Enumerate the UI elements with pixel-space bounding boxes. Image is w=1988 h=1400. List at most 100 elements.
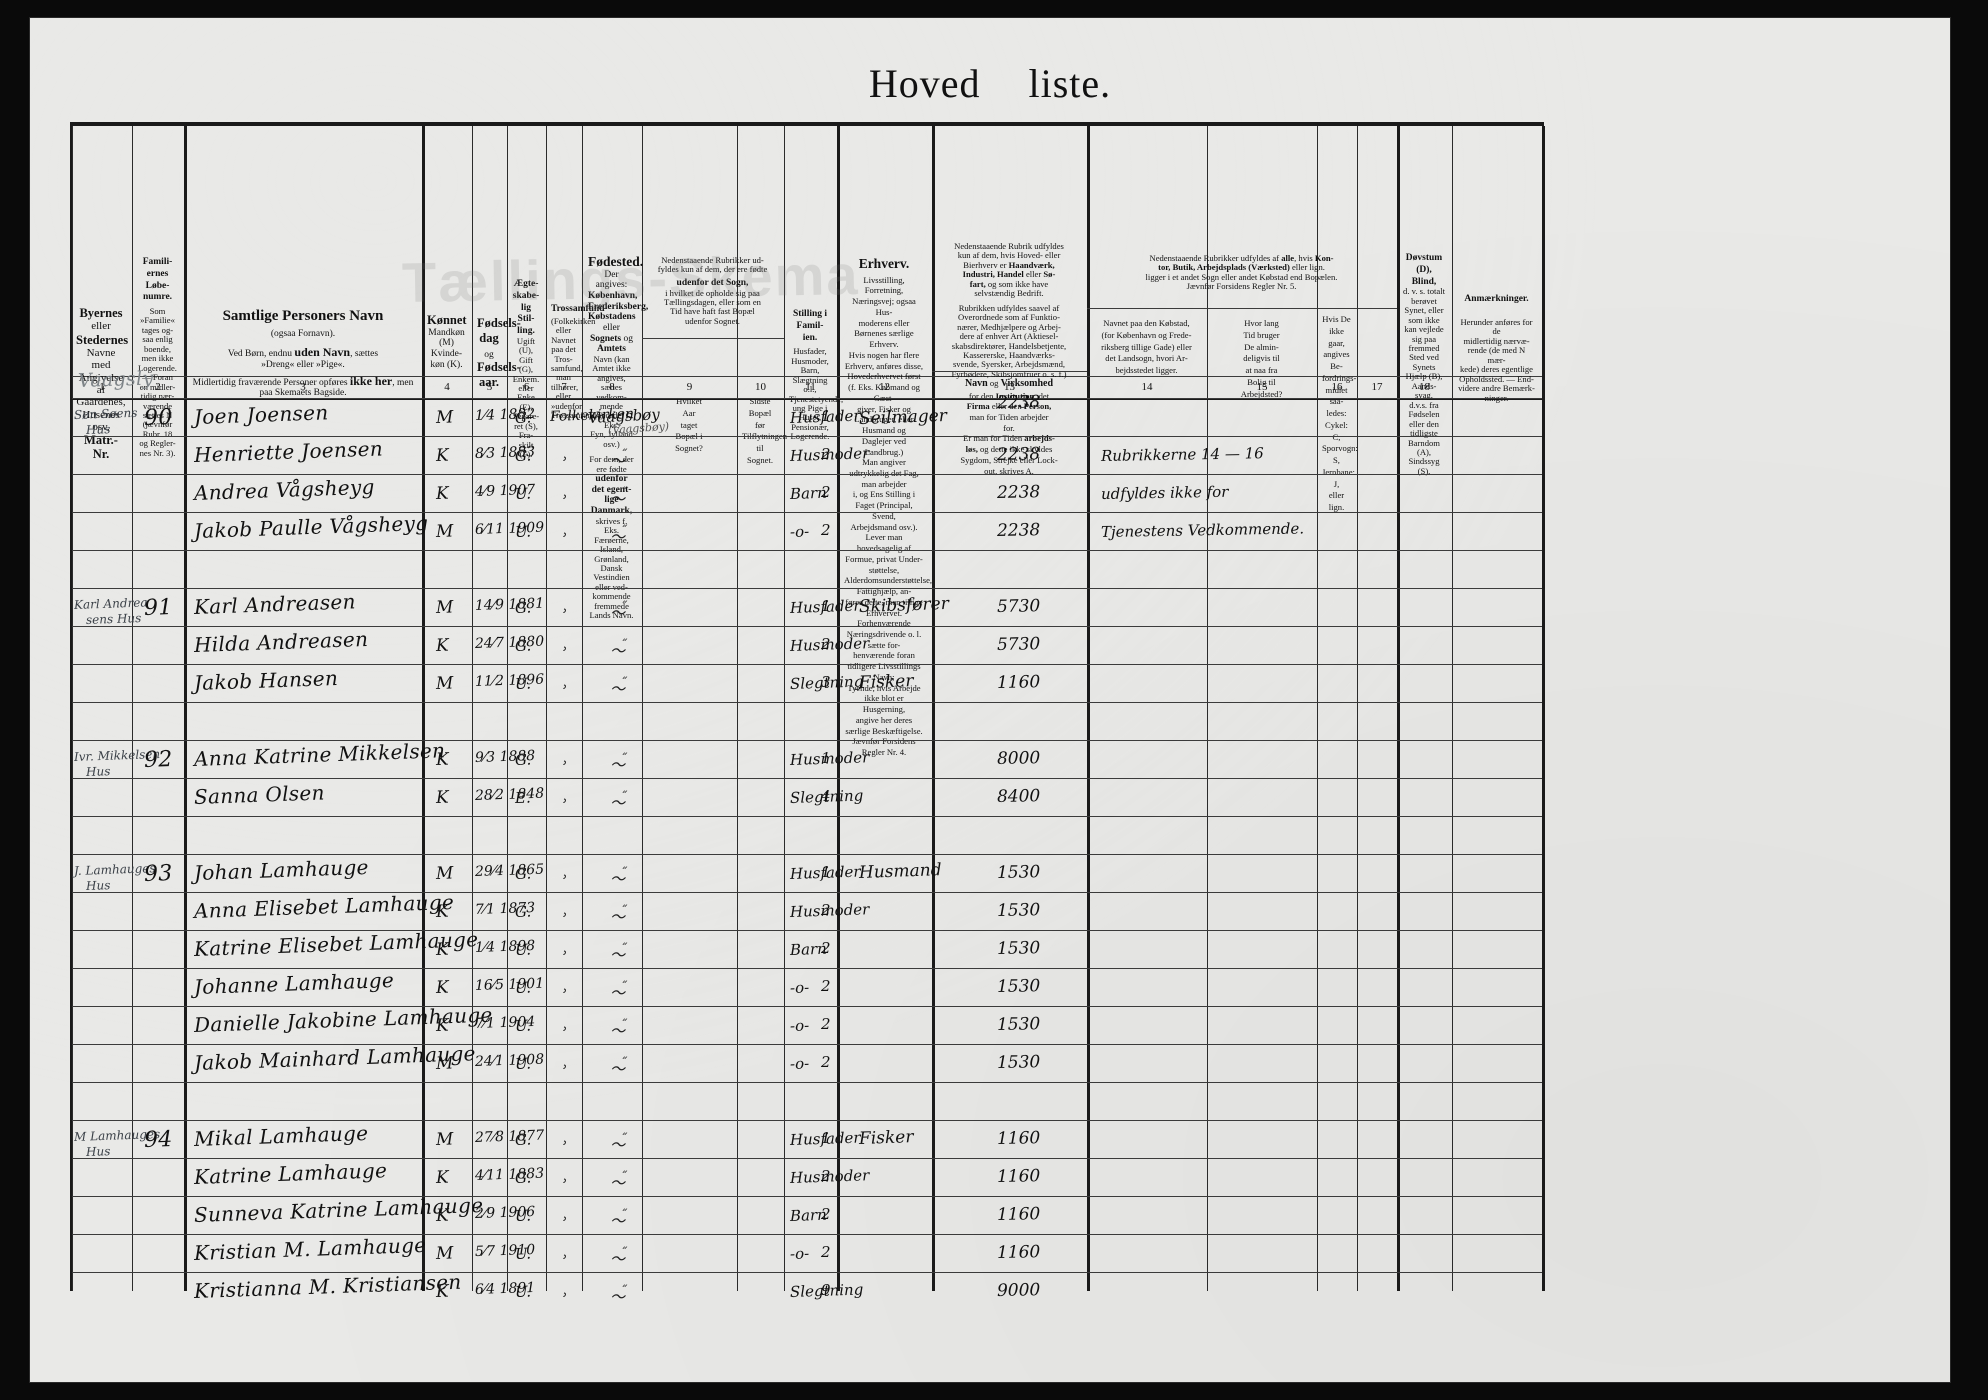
cell-birthplace-ditto2: ˝ [620, 448, 627, 463]
cell-birth-date: 24⁄1 1908 [474, 1051, 545, 1070]
cell-birth-date: 27⁄8 1877 [474, 1127, 545, 1146]
header-col17: Døvstum (D), Blind, d. v. s. totalt berøvet S… [1403, 253, 1445, 476]
cell-occupation-code: 8000 [996, 748, 1041, 769]
cell-family-position-number: 1 [821, 863, 831, 881]
cell-birth-date: 11⁄2 1896 [474, 671, 545, 690]
cell-person-name: Anna Katrine Mikkelsen [193, 738, 446, 771]
cell-sex: K [435, 977, 450, 998]
cell-birthplace-ditto2: ˝ [620, 1170, 627, 1185]
cell-person-name: Johanne Lamhauge [193, 968, 395, 999]
column-number-3: 3 [300, 381, 306, 393]
cell-person-name: Kristianna M. Kristiansen [193, 1269, 462, 1303]
cell-occupation-code: 1160 [996, 1204, 1041, 1225]
cell-marital-status: G. [514, 864, 532, 883]
cell-occupation-code: 2238 [996, 392, 1041, 413]
cell-family-position-number: 1 [821, 1129, 831, 1147]
cell-family-position-number: 2 [821, 635, 831, 653]
cell-occupation-code: 1160 [996, 672, 1041, 693]
cell-birthplace-ditto: 〜 [610, 452, 626, 470]
cell-person-name: Johan Lamhauge [193, 854, 370, 885]
header-col2: Famili-ernes Løbe-numre. Som »Familie« tages… [138, 257, 177, 458]
cell-family-position-number: 3 [821, 673, 831, 691]
cell-occupation-code: 2238 [996, 520, 1041, 541]
cell-birth-date: 16⁄5 1901 [474, 975, 545, 994]
cell-faith-ditto: ˒ [562, 1172, 568, 1192]
column-number-13: 13 [1004, 381, 1015, 393]
cell-occupation-code: 1530 [996, 900, 1041, 921]
header-col13-bottom: Navn og Virksomhed for den Institution, d… [960, 378, 1058, 476]
cell-birthplace-ditto2: ˝ [620, 942, 627, 957]
cell-marital-status: E. [514, 788, 532, 807]
header-col12: Erhverv. Livsstilling, Forretning, Næring… [844, 256, 933, 758]
cell-family-position-number: 2 [821, 1015, 831, 1033]
cell-family-position: -o- [789, 978, 810, 997]
cell-faith-ditto: ˒ [562, 1286, 568, 1306]
table-row-divider [72, 1272, 1542, 1273]
table-row-divider [72, 1234, 1542, 1235]
table-row-divider [72, 1082, 1542, 1083]
cell-sex: K [435, 1205, 450, 1226]
table-column-divider [422, 126, 425, 1291]
cell-faith-ditto: ˒ [562, 906, 568, 926]
cell-sex: K [435, 939, 450, 960]
cell-sex: K [435, 483, 450, 504]
cell-birthplace-ditto: 〜 [610, 1060, 626, 1078]
cell-faith-ditto: ˒ [562, 1248, 568, 1268]
cell-birth-date: 24⁄7 1880 [474, 633, 545, 652]
cell-sex: M [435, 1053, 455, 1074]
table-row-divider [72, 664, 1542, 665]
cell-marital-status: G. [514, 446, 532, 465]
cell-birthplace-ditto2: ˝ [620, 1208, 627, 1223]
table-column-divider [1317, 126, 1318, 1291]
cell-family-number: 94 [143, 1127, 174, 1153]
cell-family-number: 93 [143, 861, 174, 887]
table-row-divider [72, 930, 1542, 931]
cell-birthplace-ditto: 〜 [610, 794, 626, 812]
table-column-divider [132, 126, 133, 1291]
cell-sex: K [435, 1281, 450, 1302]
table-row-divider [72, 1120, 1542, 1121]
table-row-divider [72, 398, 1542, 399]
header-col14-17-group: Nedenstaaende Rubrikker udfyldes af alle… [1145, 253, 1338, 292]
table-row-divider [72, 816, 1542, 817]
header-col7: Trossamfund (Folkekirken eller Navnet paa d… [551, 304, 606, 421]
table-row-divider [72, 1044, 1542, 1045]
table-row-divider [72, 740, 1542, 741]
cell-marital-status: U. [514, 1244, 532, 1263]
cell-sex: K [435, 901, 450, 922]
cell-birthplace-ditto: 〜 [610, 604, 626, 622]
cell-place-name-2: sens Hus [85, 611, 142, 627]
cell-birthplace-ditto2: ˝ [620, 790, 627, 805]
cell-person-name: Henriette Joensen [193, 436, 384, 467]
cell-occupation: Fisker [858, 1127, 914, 1149]
cell-birthplace-ditto: 〜 [610, 490, 626, 508]
cell-birthplace-ditto: 〜 [610, 946, 626, 964]
cell-occupation-code: 9000 [996, 1280, 1041, 1301]
cell-marital-status: U. [514, 1206, 532, 1225]
header-col9-10-group: Nedenstaaende Rubrikker ud-fyldes kun af… [657, 255, 768, 326]
cell-person-name: Katrine Lamhauge [193, 1158, 388, 1189]
cell-sex: M [435, 1243, 455, 1264]
cell-birthplace-ditto2: ˝ [620, 1284, 627, 1299]
cell-occupation-code: 1530 [996, 1014, 1041, 1035]
cell-family-position: -o- [789, 1016, 810, 1035]
column-number-16: 16 [1331, 381, 1343, 393]
cell-birthplace-ditto2: ˝ [620, 600, 627, 615]
cell-faith-ditto: ˒ [562, 678, 568, 698]
cell-faith-ditto: ˒ [562, 450, 568, 470]
cell-family-position-number: 2 [821, 1167, 831, 1185]
cell-sex: K [435, 749, 450, 770]
table-row-divider [72, 778, 1542, 779]
column-number-7: 7 [561, 381, 567, 393]
cell-person-name: Jakob Paulle Vågsheyg [193, 510, 429, 543]
cell-birth-date: 4⁄11 1883 [474, 1165, 545, 1184]
cell-marital-status: G. [514, 1130, 532, 1149]
cell-marital-status: U. [514, 674, 532, 693]
table-row-divider [72, 550, 1542, 551]
cell-sex: M [435, 1129, 455, 1150]
place-note-vaagsly: Vaagsly [77, 367, 154, 392]
title-word-liste: liste. [1028, 61, 1112, 106]
cell-marital-status: U. [514, 940, 532, 959]
cell-marital-status: G. [514, 902, 532, 921]
cell-birthplace-ditto: 〜 [610, 1174, 626, 1192]
